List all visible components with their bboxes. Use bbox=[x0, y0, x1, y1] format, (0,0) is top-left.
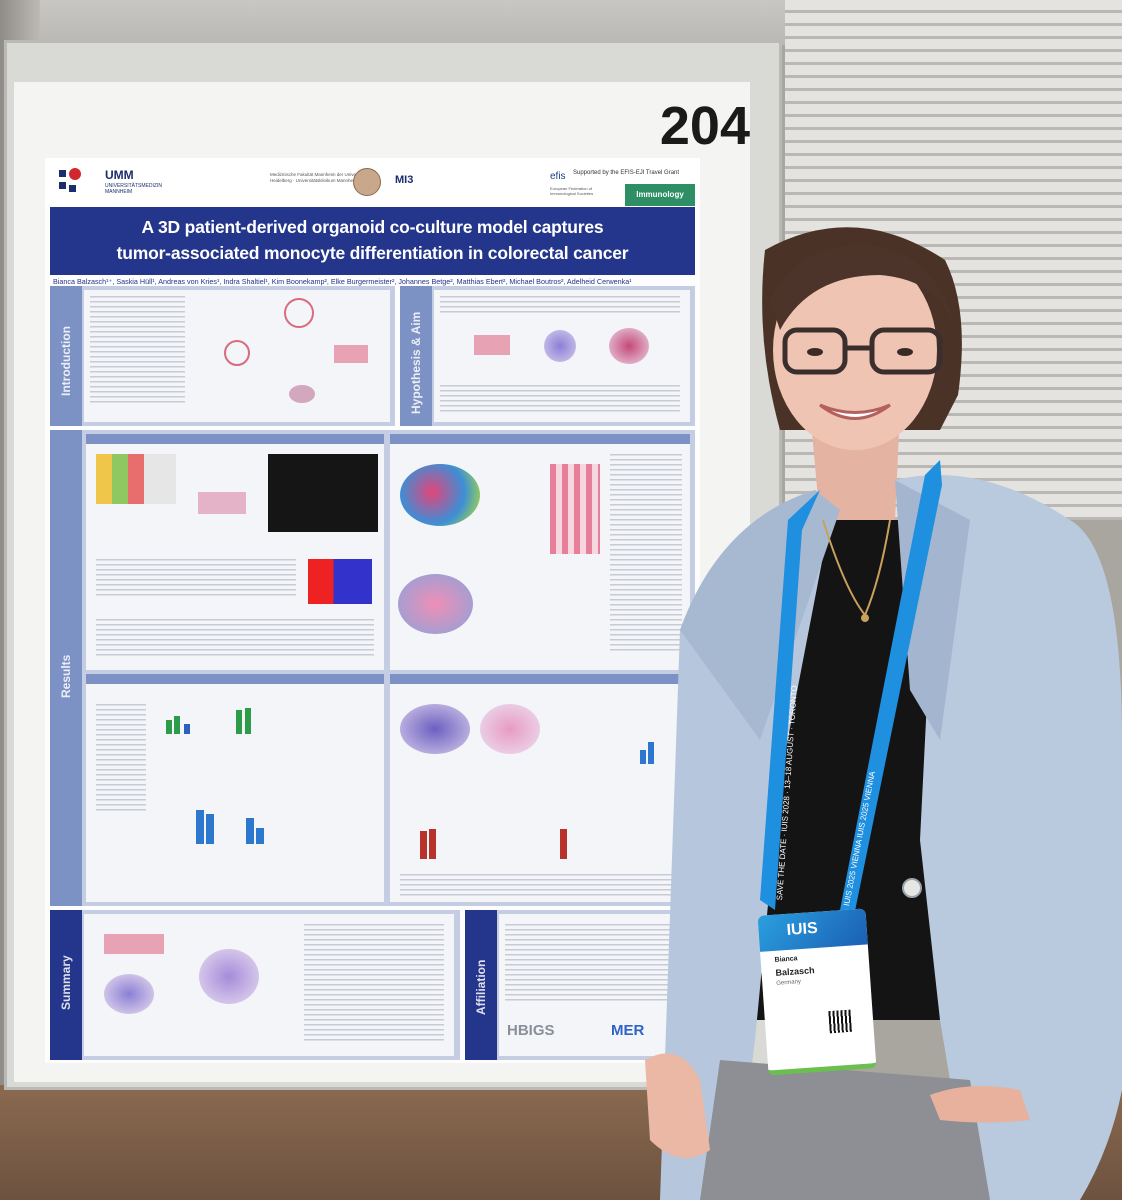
badge-last-name: Balzasch bbox=[775, 965, 815, 978]
poster-authors: Bianca Balzasch¹⁺, Saskia Hüll¹, Andreas… bbox=[53, 277, 632, 286]
affiliation-tab: Affiliation bbox=[465, 910, 497, 1060]
introduction-label: Introduction bbox=[59, 326, 73, 396]
logo-strip: UMM UNIVERSITÄTSMEDIZIN MANNHEIM Medizin… bbox=[45, 158, 700, 206]
umm-logo-subtext: UNIVERSITÄTSMEDIZIN MANNHEIM bbox=[105, 183, 162, 195]
efis-logo-subtext: European Federation of Immunological Soc… bbox=[550, 186, 594, 196]
heatmap-figure bbox=[308, 559, 372, 604]
bar-chart bbox=[560, 824, 590, 859]
efis-logo: efis bbox=[550, 171, 566, 182]
histology-figure bbox=[198, 492, 246, 514]
figure-legend bbox=[96, 559, 296, 599]
bar-chart bbox=[196, 804, 226, 844]
figure-text bbox=[610, 454, 682, 654]
poster-title-line-1: A 3D patient-derived organoid co-culture… bbox=[141, 217, 604, 237]
introduction-panel bbox=[84, 290, 390, 422]
figure-text bbox=[96, 704, 146, 814]
qr-code-icon bbox=[828, 1009, 852, 1034]
affiliation-section: Affiliation HBIGS MER bbox=[465, 910, 695, 1060]
microscopy-figure bbox=[268, 454, 378, 532]
hypothesis-panel bbox=[434, 290, 690, 422]
umap-figure bbox=[400, 464, 480, 526]
bar-chart bbox=[640, 734, 670, 764]
bar-chart bbox=[236, 702, 266, 734]
faculty-logo-text: Medizinische Fakultät Mannheim der Unive… bbox=[270, 172, 366, 183]
results-panel-3 bbox=[86, 674, 384, 902]
summary-label: Summary bbox=[59, 955, 73, 1010]
hypothesis-label: Hypothesis & Aim bbox=[409, 311, 423, 414]
results-panel-1 bbox=[86, 434, 384, 670]
badge-first-name: Bianca bbox=[774, 955, 798, 964]
summary-tab: Summary bbox=[50, 910, 82, 1060]
travel-grant-note: Supported by the EFIS-EJI Travel Grant bbox=[573, 170, 680, 176]
introduction-tab: Introduction bbox=[50, 286, 82, 426]
summary-text bbox=[304, 924, 444, 1044]
badge-header: IUIS bbox=[757, 908, 868, 952]
immunology-journal-logo: Immunology bbox=[625, 184, 695, 206]
organoid-illustration bbox=[284, 298, 314, 328]
results-panel-2-header bbox=[390, 434, 690, 444]
summary-panel bbox=[84, 914, 454, 1056]
cell-illustration bbox=[544, 330, 576, 362]
university-seal-icon bbox=[353, 168, 381, 196]
poster-title-line-2: tumor-associated monocyte differentiatio… bbox=[116, 243, 629, 263]
results-tab: Results bbox=[50, 430, 82, 906]
poster-title-bar: A 3D patient-derived organoid co-culture… bbox=[50, 207, 695, 275]
organoid-illustration bbox=[224, 340, 250, 366]
name-badge: IUIS Bianca Balzasch Germany bbox=[757, 908, 877, 1076]
mi3-logo: MI3 bbox=[395, 174, 414, 186]
affiliation-text bbox=[505, 924, 683, 1004]
tissue-illustration bbox=[104, 934, 164, 954]
heatmap-figure bbox=[96, 454, 176, 504]
affiliation-panel: HBIGS MER bbox=[499, 914, 689, 1056]
results-panel-4-header bbox=[390, 674, 690, 684]
results-panel-3-header bbox=[86, 674, 384, 684]
summary-section: Summary bbox=[50, 910, 460, 1060]
results-label: Results bbox=[59, 654, 73, 698]
poster: UMM UNIVERSITÄTSMEDIZIN MANNHEIM Medizin… bbox=[45, 158, 700, 1063]
cell-illustration bbox=[199, 949, 259, 1004]
badge-country: Germany bbox=[776, 979, 802, 987]
bar-chart bbox=[420, 824, 450, 859]
organoid-illustration bbox=[609, 328, 649, 364]
introduction-text bbox=[90, 296, 185, 406]
figure-text bbox=[400, 874, 680, 896]
hbigs-logo: HBIGS bbox=[507, 1022, 555, 1039]
results-panel-2 bbox=[390, 434, 690, 670]
cell-illustration bbox=[289, 385, 315, 403]
badge-logo: IUIS bbox=[786, 919, 819, 939]
presenter-person bbox=[645, 227, 1122, 1200]
umm-mark-icon bbox=[59, 168, 81, 192]
bar-chart bbox=[246, 814, 276, 844]
board-number: 204 bbox=[659, 96, 750, 156]
results-section: Results bbox=[50, 430, 695, 906]
figure-text bbox=[96, 619, 374, 659]
introduction-section: Introduction bbox=[50, 286, 395, 426]
umm-logo: UMM UNIVERSITÄTSMEDIZIN MANNHEIM bbox=[57, 166, 162, 200]
results-panel-1-header bbox=[86, 434, 384, 444]
hypothesis-section: Hypothesis & Aim bbox=[400, 286, 695, 426]
umap-figure bbox=[398, 574, 473, 634]
tissue-illustration bbox=[474, 335, 510, 355]
hypothesis-tab: Hypothesis & Aim bbox=[400, 286, 432, 426]
bar-chart bbox=[166, 704, 206, 734]
affiliation-label: Affiliation bbox=[474, 959, 488, 1015]
tissue-section-figure bbox=[400, 704, 470, 754]
tissue-illustration bbox=[334, 345, 368, 363]
umm-logo-text: UMM bbox=[105, 168, 134, 182]
correlation-heatmap bbox=[550, 464, 600, 554]
aims-list bbox=[440, 385, 680, 413]
hypothesis-text bbox=[440, 296, 680, 316]
organoid-illustration bbox=[104, 974, 154, 1014]
results-panel-4 bbox=[390, 674, 690, 902]
tissue-section-figure bbox=[480, 704, 540, 754]
mer-logo: MER bbox=[611, 1022, 645, 1039]
